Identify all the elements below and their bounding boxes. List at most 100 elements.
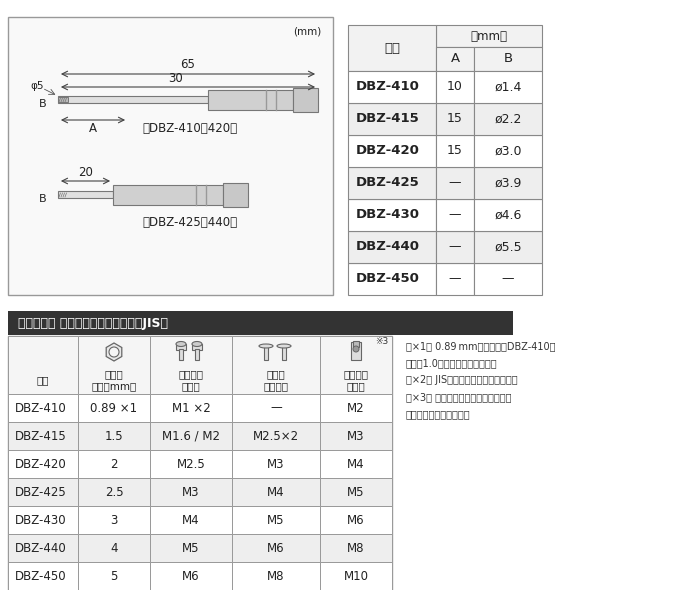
Bar <box>436 263 474 295</box>
Bar <box>192 344 202 350</box>
Text: （×1） 0.89 mm用ビット（DBZ-410）: （×1） 0.89 mm用ビット（DBZ-410） <box>406 341 556 351</box>
Text: M1 ×2: M1 ×2 <box>172 402 211 415</box>
Bar <box>58 97 68 102</box>
Text: ø2.2: ø2.2 <box>494 113 522 126</box>
Bar <box>320 534 392 562</box>
Bar <box>348 103 436 135</box>
Bar <box>293 88 318 112</box>
Text: —: — <box>449 273 461 286</box>
Text: M1.6 / M2: M1.6 / M2 <box>162 430 220 442</box>
Text: M3: M3 <box>182 486 199 499</box>
Bar <box>436 167 474 199</box>
Bar <box>78 506 150 534</box>
Text: ø3.9: ø3.9 <box>494 176 522 189</box>
Text: 20: 20 <box>78 166 93 179</box>
Bar <box>232 336 320 394</box>
Text: M8: M8 <box>267 569 285 582</box>
Bar <box>78 394 150 422</box>
Text: には「1.0」と印字しています。: には「1.0」と印字しています。 <box>406 358 498 368</box>
Text: DBZ-415: DBZ-415 <box>15 430 66 442</box>
Text: DBZ-440: DBZ-440 <box>356 241 420 254</box>
Bar <box>179 349 183 360</box>
Text: キャップ
ボルト: キャップ ボルト <box>178 369 204 391</box>
Text: M8: M8 <box>347 542 365 555</box>
Bar <box>348 231 436 263</box>
Bar <box>150 422 232 450</box>
Bar <box>8 17 333 295</box>
Bar <box>8 336 392 590</box>
Text: M2.5: M2.5 <box>176 457 205 470</box>
Ellipse shape <box>176 342 186 346</box>
Text: ネジモグラ 極短・ミドル　対応表（JIS）: ネジモグラ 極短・ミドル 対応表（JIS） <box>18 316 168 329</box>
Circle shape <box>353 346 359 352</box>
Text: M4: M4 <box>267 486 285 499</box>
Bar <box>8 311 513 335</box>
Text: —: — <box>449 208 461 221</box>
Text: DBZ-450: DBZ-450 <box>15 569 66 582</box>
Text: 2.5: 2.5 <box>105 486 123 499</box>
Text: DBZ-450: DBZ-450 <box>356 273 420 286</box>
Text: DBZ-440: DBZ-440 <box>15 542 66 555</box>
Text: M6: M6 <box>347 513 365 526</box>
Bar <box>8 534 78 562</box>
Text: 0.89 ×1: 0.89 ×1 <box>90 402 138 415</box>
Text: 4: 4 <box>111 542 118 555</box>
Bar <box>195 349 199 360</box>
Text: ホーロー
セット: ホーロー セット <box>344 369 368 391</box>
Text: —: — <box>502 273 514 286</box>
Bar <box>436 135 474 167</box>
Bar <box>223 183 248 207</box>
Text: 15: 15 <box>447 113 463 126</box>
Bar <box>282 345 286 360</box>
Text: 品番: 品番 <box>36 375 49 385</box>
Bar <box>320 506 392 534</box>
Text: M3: M3 <box>267 457 285 470</box>
Bar <box>78 534 150 562</box>
Bar <box>320 450 392 478</box>
Bar <box>208 90 293 110</box>
Text: A: A <box>450 53 460 65</box>
Text: 1.5: 1.5 <box>105 430 123 442</box>
Text: DBZ-425: DBZ-425 <box>15 486 66 499</box>
Text: M2: M2 <box>347 402 365 415</box>
Text: ø5.5: ø5.5 <box>494 241 522 254</box>
Text: φ5: φ5 <box>30 81 43 91</box>
Text: ø3.0: ø3.0 <box>494 145 522 158</box>
Text: 2: 2 <box>111 457 118 470</box>
Ellipse shape <box>259 344 273 348</box>
Text: B: B <box>39 194 47 204</box>
Bar <box>150 506 232 534</box>
Ellipse shape <box>277 344 291 348</box>
Bar <box>150 450 232 478</box>
Bar <box>348 263 436 295</box>
Bar <box>474 199 542 231</box>
Bar <box>320 336 392 394</box>
Bar <box>348 71 436 103</box>
Bar <box>348 135 436 167</box>
Bar <box>232 422 320 450</box>
Text: DBZ-410: DBZ-410 <box>356 80 420 93</box>
Bar <box>78 450 150 478</box>
Bar <box>348 199 436 231</box>
Bar <box>8 394 78 422</box>
Text: （×3） 固着したホーローセットには: （×3） 固着したホーローセットには <box>406 392 512 402</box>
Text: —: — <box>449 241 461 254</box>
Text: DBZ-415: DBZ-415 <box>356 113 420 126</box>
Bar <box>150 534 232 562</box>
Text: DBZ-410: DBZ-410 <box>15 402 66 415</box>
Text: 15: 15 <box>447 145 463 158</box>
Text: ※3: ※3 <box>374 337 388 346</box>
Bar <box>474 71 542 103</box>
Text: （mm）: （mm） <box>470 30 508 42</box>
Bar <box>474 103 542 135</box>
Bar <box>8 336 78 394</box>
Text: 『DBZ-425～440』: 『DBZ-425～440』 <box>142 217 237 230</box>
Text: DBZ-430: DBZ-430 <box>15 513 66 526</box>
Bar <box>351 342 361 360</box>
Text: 六角穴
対辺（mm）: 六角穴 対辺（mm） <box>92 369 136 391</box>
Bar <box>8 478 78 506</box>
Bar <box>78 422 150 450</box>
Bar <box>232 394 320 422</box>
Text: A: A <box>89 122 97 135</box>
Text: ボタン
皿ボルト: ボタン 皿ボルト <box>263 369 288 391</box>
